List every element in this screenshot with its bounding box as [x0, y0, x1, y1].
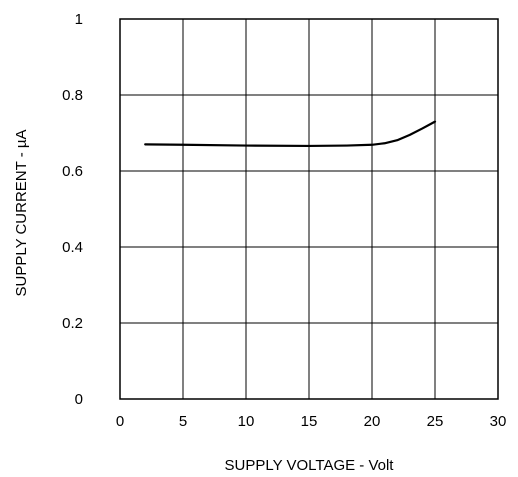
x-axis-title: SUPPLY VOLTAGE - Volt — [225, 457, 395, 474]
y-tick-label: 0 — [75, 391, 83, 408]
y-tick-label: 1 — [75, 11, 83, 28]
x-tick-label: 30 — [490, 413, 507, 430]
y-tick-label: 0.4 — [62, 239, 83, 256]
x-tick-label: 25 — [427, 413, 444, 430]
supply-current-line — [144, 120, 437, 148]
y-tick-label: 0.2 — [62, 315, 83, 332]
y-axis-title: SUPPLY CURRENT - µA — [13, 129, 30, 296]
grid-lines — [120, 19, 498, 399]
x-tick-labels: 0 5 10 15 20 25 30 — [116, 413, 507, 430]
x-tick-label: 5 — [179, 413, 187, 430]
plot-area-frame — [119, 18, 499, 400]
x-tick-label: 20 — [364, 413, 381, 430]
x-tick-label: 10 — [238, 413, 255, 430]
x-tick-label: 15 — [301, 413, 318, 430]
y-tick-labels: 0 0.2 0.4 0.6 0.8 1 — [62, 11, 83, 408]
y-tick-label: 0.6 — [62, 163, 83, 180]
y-tick-label: 0.8 — [62, 87, 83, 104]
x-tick-label: 0 — [116, 413, 124, 430]
series-group — [144, 120, 437, 148]
